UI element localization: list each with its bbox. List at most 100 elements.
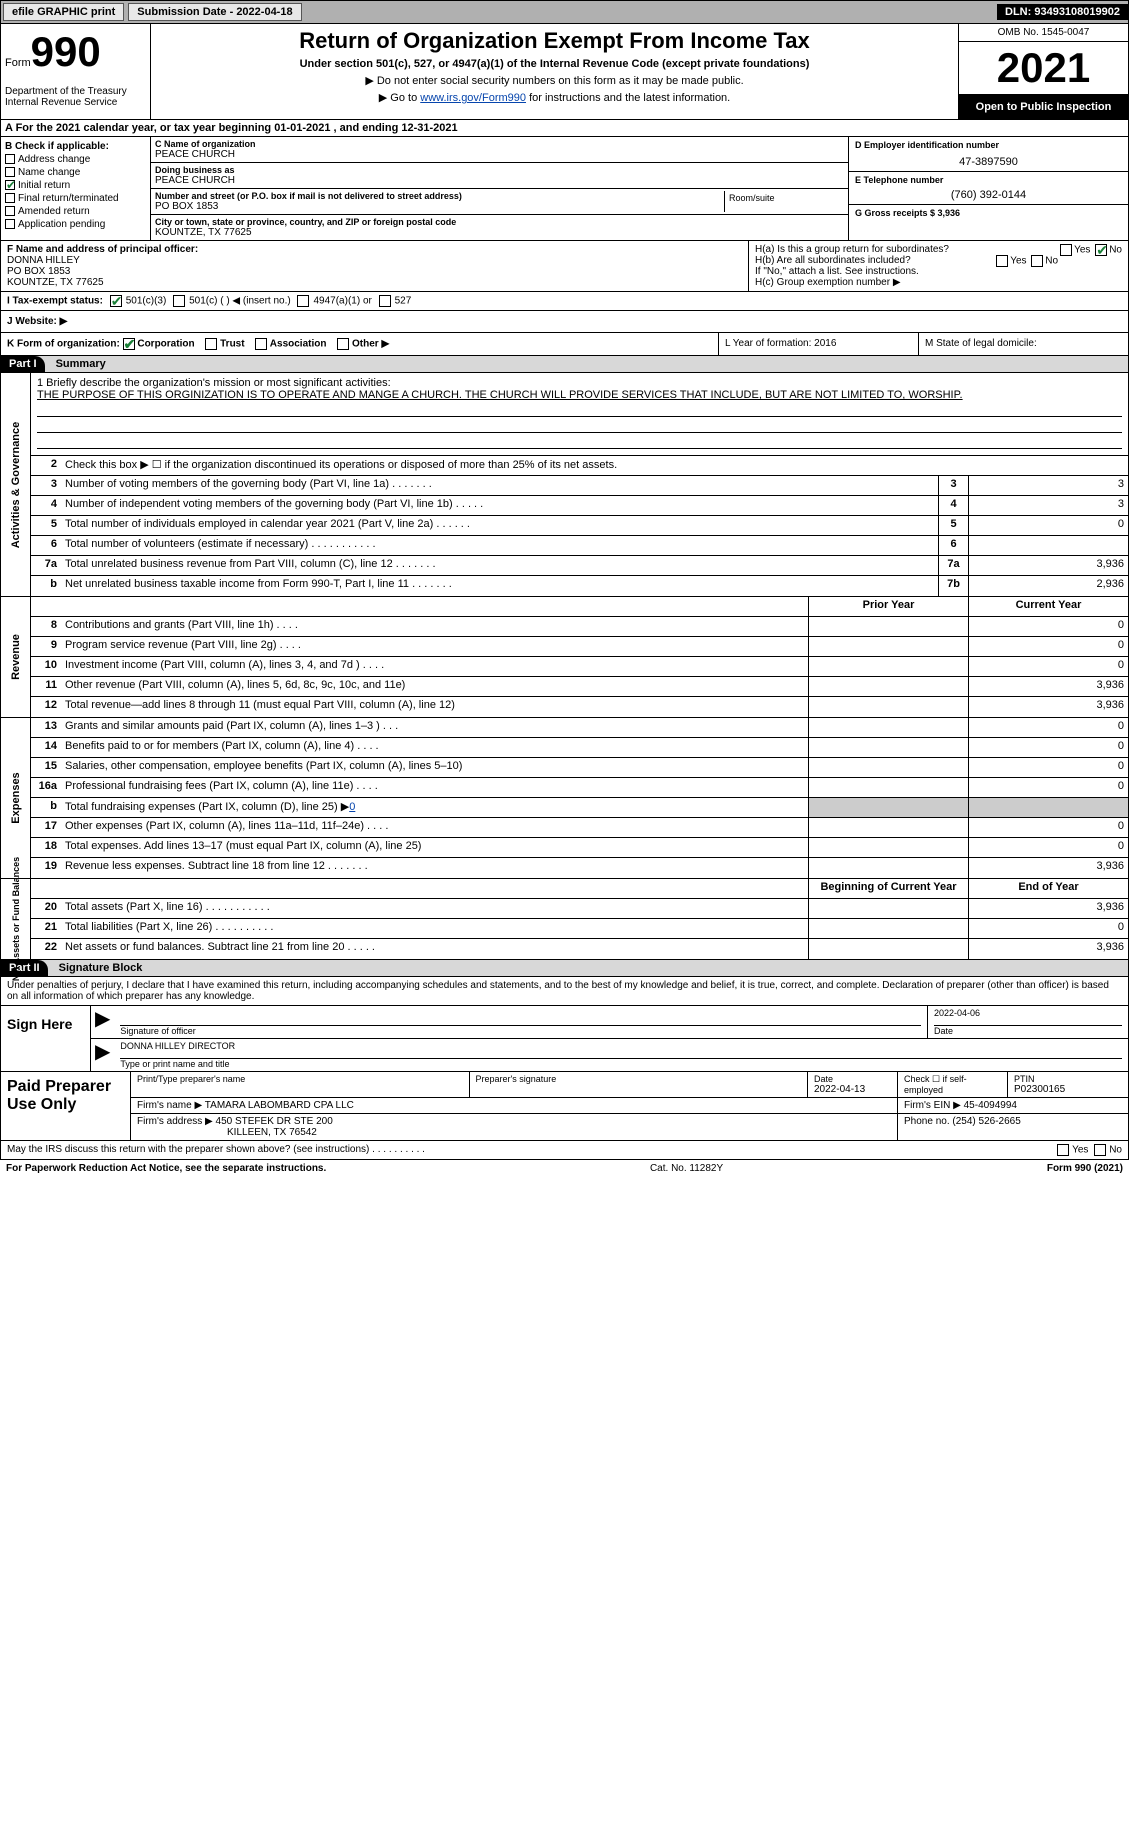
current-year-value: 0 xyxy=(968,838,1128,857)
firm-name-value: TAMARA LABOMBARD CPA LLC xyxy=(205,1100,354,1111)
current-year-value: 0 xyxy=(968,718,1128,737)
chk-association[interactable] xyxy=(255,338,267,350)
line-13: 13Grants and similar amounts paid (Part … xyxy=(31,718,1128,738)
h-b-label: H(b) Are all subordinates included? xyxy=(755,255,911,266)
line-20: 20Total assets (Part X, line 16) . . . .… xyxy=(31,899,1128,919)
public-inspection: Open to Public Inspection xyxy=(959,95,1128,119)
chk-501c3[interactable] xyxy=(110,295,122,307)
dln-label: DLN: 93493108019902 xyxy=(997,4,1128,20)
sig-date-value: 2022-04-06 xyxy=(934,1008,1122,1026)
ha-yes-box[interactable] xyxy=(1060,244,1072,256)
signature-intro: Under penalties of perjury, I declare th… xyxy=(0,977,1129,1006)
beginning-value xyxy=(808,919,968,938)
form-number: 990 xyxy=(31,28,101,75)
note-1: ▶ Do not enter social security numbers o… xyxy=(155,74,954,87)
no-label: No xyxy=(1109,1145,1122,1156)
part-1-title: Summary xyxy=(48,356,114,372)
city-label: City or town, state or province, country… xyxy=(155,217,844,227)
street-row: Number and street (or P.O. box if mail i… xyxy=(151,189,848,215)
side-label: Net Assets or Fund Balances xyxy=(11,857,21,981)
chk-corporation[interactable]: ✔ xyxy=(123,338,135,350)
h-b-row: H(b) Are all subordinates included? Yes … xyxy=(755,255,1122,266)
mission-text: THE PURPOSE OF THIS ORGINIZATION IS TO O… xyxy=(37,389,1122,401)
chk-527[interactable] xyxy=(379,295,391,307)
opt-corp: Corporation xyxy=(137,339,194,350)
note2-post: for instructions and the latest informat… xyxy=(526,92,730,104)
block-bcdeg: B Check if applicable: Address change Na… xyxy=(0,137,1129,241)
blank-line xyxy=(37,403,1122,417)
prior-year-label: Prior Year xyxy=(808,597,968,616)
discuss-yes-box[interactable] xyxy=(1057,1144,1069,1156)
discuss-no-box[interactable] xyxy=(1094,1144,1106,1156)
header-left: Form990 Department of the Treasury Inter… xyxy=(1,24,151,119)
chk-amended-return[interactable]: Amended return xyxy=(5,206,146,217)
line-boxnum: 7a xyxy=(938,556,968,575)
end-value: 3,936 xyxy=(968,899,1128,918)
line-21: 21Total liabilities (Part X, line 26) . … xyxy=(31,919,1128,939)
side-net-assets: Net Assets or Fund Balances xyxy=(1,879,31,959)
sig-date-label: Date xyxy=(934,1026,1122,1036)
beginning-value xyxy=(808,939,968,959)
chk-address-change[interactable]: Address change xyxy=(5,154,146,165)
line-text: Net assets or fund balances. Subtract li… xyxy=(61,939,808,959)
chk-4947[interactable] xyxy=(297,295,309,307)
hb-no-box[interactable] xyxy=(1031,255,1043,267)
no-label: No xyxy=(1109,245,1122,256)
org-name-cell: C Name of organization PEACE CHURCH xyxy=(151,137,848,163)
ein-cell: D Employer identification number 47-3897… xyxy=(849,137,1128,172)
no-label: No xyxy=(1045,256,1058,267)
officer-addr2: KOUNTZE, TX 77625 xyxy=(7,277,104,288)
chk-final-return[interactable]: Final return/terminated xyxy=(5,193,146,204)
beginning-year-label: Beginning of Current Year xyxy=(808,879,968,898)
firm-addr1-value: 450 STEFEK DR STE 200 xyxy=(216,1116,333,1127)
tax-status-label: I Tax-exempt status: xyxy=(7,296,103,307)
line-2-text: Check this box ▶ ☐ if the organization d… xyxy=(61,456,1128,475)
check-b-label: B Check if applicable: xyxy=(5,141,146,152)
ha-no-box[interactable] xyxy=(1095,244,1107,256)
hb-yes-box[interactable] xyxy=(996,255,1008,267)
form-title: Return of Organization Exempt From Incom… xyxy=(155,28,954,54)
column-deg: D Employer identification number 47-3897… xyxy=(848,137,1128,240)
chk-501c[interactable] xyxy=(173,295,185,307)
phone-cell: E Telephone number (760) 392-0144 xyxy=(849,172,1128,205)
line-boxnum: 4 xyxy=(938,496,968,515)
dba-cell: Doing business as PEACE CHURCH xyxy=(151,163,848,189)
chk-initial-return[interactable]: Initial return xyxy=(5,180,146,191)
line-5: 5Total number of individuals employed in… xyxy=(31,516,1128,536)
chk-label: Final return/terminated xyxy=(18,193,119,204)
side-label: Activities & Governance xyxy=(10,421,22,548)
chk-name-change[interactable]: Name change xyxy=(5,167,146,178)
line-text: Contributions and grants (Part VIII, lin… xyxy=(61,617,808,636)
chk-trust[interactable] xyxy=(205,338,217,350)
header-middle: Return of Organization Exempt From Incom… xyxy=(151,24,958,119)
line-16a: 16aProfessional fundraising fees (Part I… xyxy=(31,778,1128,798)
phone-label: E Telephone number xyxy=(855,175,1122,185)
prior-year-value xyxy=(808,818,968,837)
form-footer-label: Form 990 (2021) xyxy=(1047,1163,1123,1174)
line-10: 10Investment income (Part VIII, column (… xyxy=(31,657,1128,677)
sign-here-label: Sign Here xyxy=(1,1006,91,1071)
line-value: 0 xyxy=(968,516,1128,535)
current-year-value: 0 xyxy=(968,758,1128,777)
chk-other[interactable] xyxy=(337,338,349,350)
part-2-title: Signature Block xyxy=(51,960,151,976)
line-7a: 7aTotal unrelated business revenue from … xyxy=(31,556,1128,576)
beginning-value xyxy=(808,899,968,918)
state-of-domicile: M State of legal domicile: xyxy=(918,333,1128,355)
line-text: Revenue less expenses. Subtract line 18 … xyxy=(61,858,808,878)
org-name-label: C Name of organization xyxy=(155,139,844,149)
line-12: 12Total revenue—add lines 8 through 11 (… xyxy=(31,697,1128,717)
chk-application-pending[interactable]: Application pending xyxy=(5,219,146,230)
fundraising-link[interactable]: 0 xyxy=(349,801,355,813)
efile-button[interactable]: efile GRAPHIC print xyxy=(3,3,124,21)
part-1-bar: Part I Summary xyxy=(0,356,1129,373)
org-name-value: PEACE CHURCH xyxy=(155,149,844,160)
mission-label: 1 Briefly describe the organization's mi… xyxy=(37,377,1122,389)
irs-link[interactable]: www.irs.gov/Form990 xyxy=(420,92,526,104)
h-a-row: H(a) Is this a group return for subordin… xyxy=(755,244,1122,255)
blank-line xyxy=(37,419,1122,433)
shaded-cell xyxy=(808,798,968,817)
row-klm: K Form of organization: ✔ Corporation Tr… xyxy=(0,333,1129,356)
prior-year-value xyxy=(808,858,968,878)
submission-date-button[interactable]: Submission Date - 2022-04-18 xyxy=(128,3,301,21)
